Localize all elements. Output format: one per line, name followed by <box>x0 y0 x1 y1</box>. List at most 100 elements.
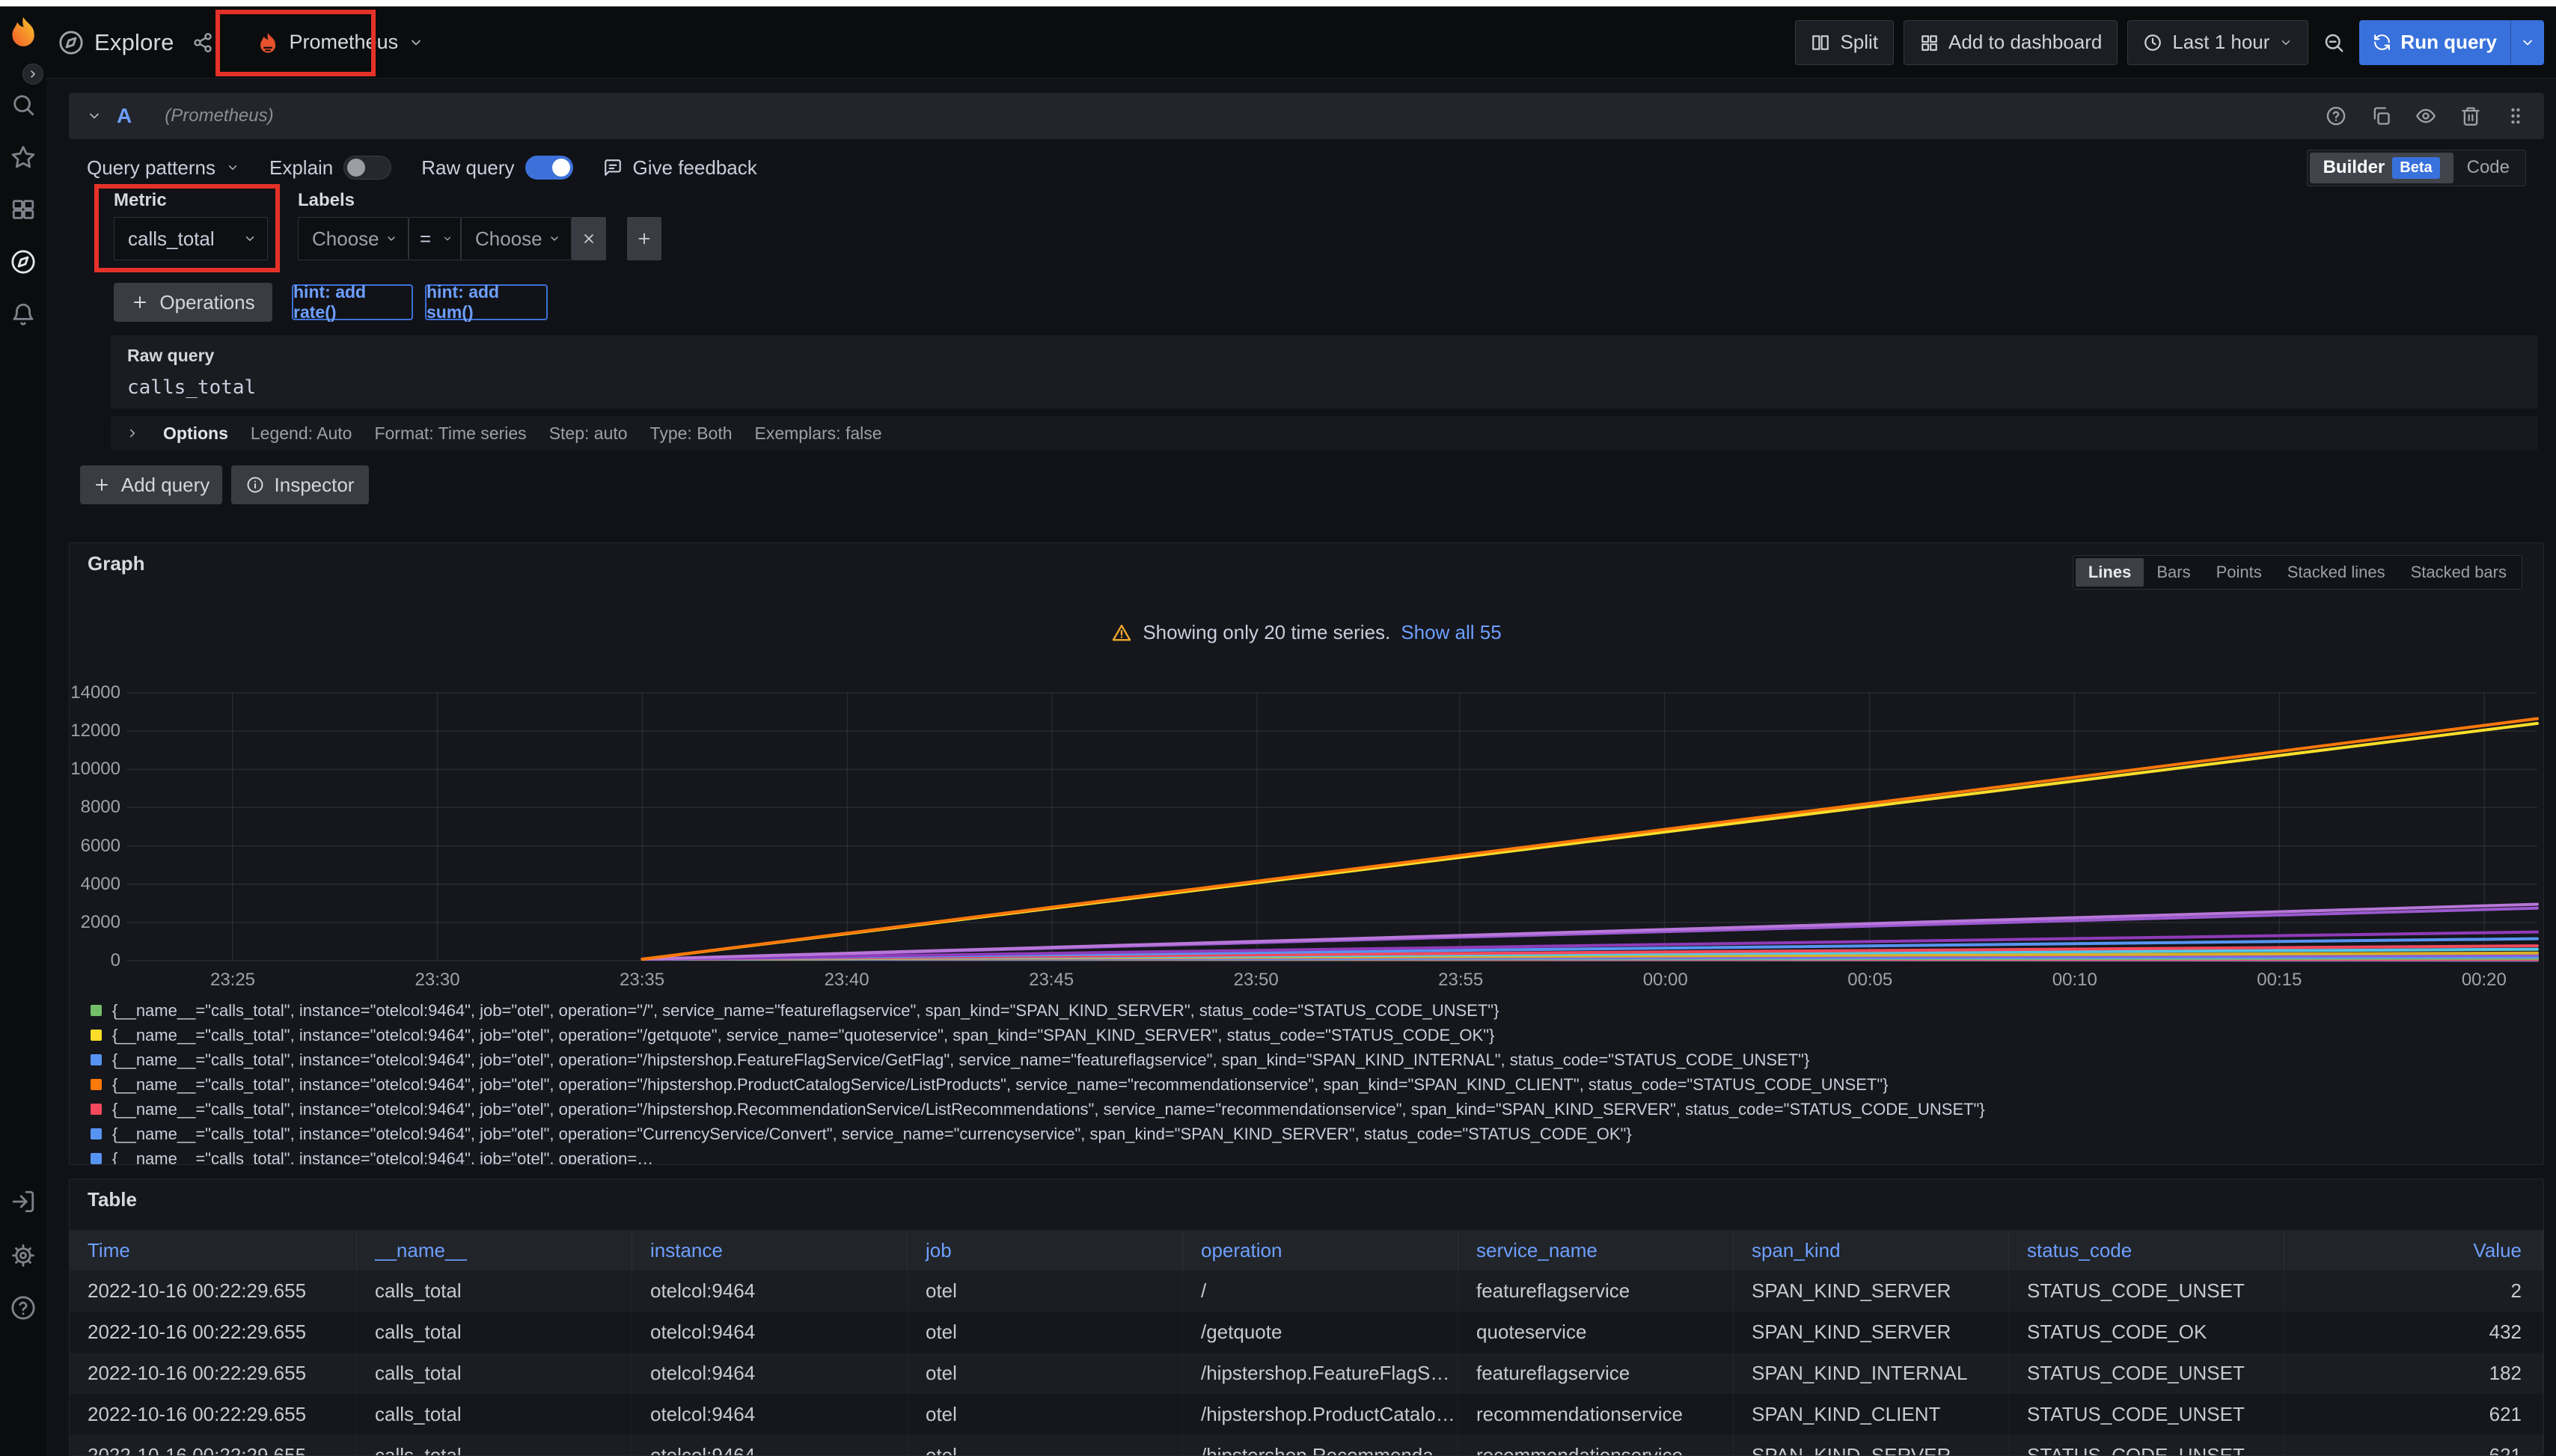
chevron-down-icon <box>409 35 424 50</box>
legend-marker <box>91 1079 102 1090</box>
add-query-button[interactable]: Add query <box>80 465 222 504</box>
operations-button[interactable]: Operations <box>114 283 272 322</box>
table-row: 2022-10-16 00:22:29.655 calls_total otel… <box>70 1270 2543 1312</box>
code-mode-tab[interactable]: Code <box>2453 153 2523 183</box>
label-operator-select[interactable]: = <box>409 217 461 260</box>
inspector-button[interactable]: Inspector <box>231 465 369 504</box>
hint-add-rate-button[interactable]: hint: add rate() <box>292 282 413 322</box>
remove-label-filter-button[interactable] <box>572 217 606 260</box>
sign-in-icon[interactable] <box>10 1189 36 1214</box>
help-circle-icon[interactable] <box>2326 105 2346 126</box>
table-row: 2022-10-16 00:22:29.655 calls_total otel… <box>70 1394 2543 1435</box>
cell-time: 2022-10-16 00:22:29.655 <box>70 1435 357 1455</box>
settings-gear-icon[interactable] <box>10 1243 36 1268</box>
hint-add-sum-button[interactable]: hint: add sum() <box>425 282 548 322</box>
drag-handle-icon[interactable] <box>2505 105 2526 126</box>
collapse-chevron-icon[interactable] <box>87 108 102 123</box>
column-header-name[interactable]: __name__ <box>357 1230 632 1270</box>
run-query-button[interactable]: Run query <box>2359 19 2544 65</box>
column-header-value[interactable]: Value <box>2284 1230 2543 1270</box>
legend-marker <box>91 1005 102 1016</box>
grafana-logo-icon[interactable] <box>7 15 40 48</box>
table-panel-title: Table <box>88 1188 137 1211</box>
legend-item[interactable]: {__name__="calls_total", instance="otelc… <box>91 1097 2525 1122</box>
plus-icon <box>134 296 147 308</box>
copy-icon[interactable] <box>2370 105 2391 126</box>
legend-item[interactable]: {__name__="calls_total", instance="otelc… <box>91 1122 2525 1146</box>
cell-value: 2 <box>2284 1270 2543 1312</box>
dashboards-icon[interactable] <box>10 197 36 222</box>
mode-lines-tab[interactable]: Lines <box>2075 558 2144 587</box>
cell-job: otel <box>908 1435 1183 1455</box>
y-axis-labels: 14000 12000 10000 8000 6000 4000 2000 0 <box>70 682 120 970</box>
table-row: 2022-10-16 00:22:29.655 calls_total otel… <box>70 1312 2543 1353</box>
column-header-status-code[interactable]: status_code <box>2009 1230 2284 1270</box>
split-button[interactable]: Split <box>1795 19 1895 65</box>
time-range-picker[interactable]: Last 1 hour <box>2127 19 2309 65</box>
mode-bars-tab[interactable]: Bars <box>2156 563 2191 581</box>
add-to-dashboard-label: Add to dashboard <box>1948 31 2103 53</box>
query-patterns-dropdown[interactable]: Query patterns <box>87 156 239 180</box>
option-type: Type: Both <box>649 423 733 443</box>
column-header-service-name[interactable]: service_name <box>1458 1230 1734 1270</box>
mode-points-tab[interactable]: Points <box>2216 563 2262 581</box>
metric-select[interactable]: calls_total <box>114 217 268 260</box>
label-value-select[interactable]: Choose <box>461 217 572 260</box>
legend-item[interactable]: {__name__="calls_total", instance="otelc… <box>91 1047 2525 1072</box>
cell-operation: /hipstershop.ProductCatalogService/ListP… <box>1183 1394 1458 1435</box>
chevron-right-icon[interactable] <box>126 426 139 440</box>
chevron-down-icon <box>442 233 453 244</box>
zoom-out-button[interactable] <box>2318 31 2349 54</box>
legend-item[interactable]: {__name__="calls_total", instance="otelc… <box>91 1072 2525 1097</box>
time-series-chart[interactable] <box>126 692 2539 962</box>
plus-icon <box>638 233 650 245</box>
mode-stacked-bars-tab[interactable]: Stacked bars <box>2410 563 2507 581</box>
builder-mode-tab[interactable]: Builder Beta <box>2309 152 2453 183</box>
alerting-bell-icon[interactable] <box>10 302 36 327</box>
column-header-operation[interactable]: operation <box>1183 1230 1458 1270</box>
starred-icon[interactable] <box>10 144 36 170</box>
cell-span-kind: SPAN_KIND_CLIENT <box>1734 1394 2009 1435</box>
explore-compass-icon[interactable] <box>10 249 36 275</box>
legend-label: {__name__="calls_total", instance="otelc… <box>112 1025 1495 1044</box>
trash-icon[interactable] <box>2460 105 2481 126</box>
explore-compass-icon <box>58 30 84 55</box>
query-toolbar: Query patterns Explain Raw query Give fe… <box>69 147 2544 189</box>
legend-item[interactable]: {__name__="calls_total", instance="otelc… <box>91 998 2525 1023</box>
cell-name: calls_total <box>357 1312 632 1353</box>
search-icon[interactable] <box>10 92 36 117</box>
run-query-dropdown[interactable] <box>2511 35 2544 50</box>
inspector-label: Inspector <box>274 473 355 496</box>
cell-status-code: STATUS_CODE_OK <box>2009 1312 2284 1353</box>
cell-status-code: STATUS_CODE_UNSET <box>2009 1270 2284 1312</box>
label-key-select[interactable]: Choose <box>298 217 409 260</box>
legend-item-clipped[interactable]: {__name__="calls_total", instance="otelc… <box>91 1146 2525 1164</box>
column-header-job[interactable]: job <box>908 1230 1183 1270</box>
show-all-series-link[interactable]: Show all 55 <box>1401 621 1502 643</box>
cell-service-name: recommendationservice <box>1458 1394 1734 1435</box>
column-header-span-kind[interactable]: span_kind <box>1734 1230 2009 1270</box>
table-header-row: Time __name__ instance job operation ser… <box>70 1230 2543 1270</box>
cell-span-kind: SPAN_KIND_SERVER <box>1734 1270 2009 1312</box>
datasource-picker[interactable]: Prometheus <box>246 23 435 61</box>
sidebar-expand-button[interactable] <box>22 64 43 85</box>
eye-icon[interactable] <box>2415 105 2436 126</box>
raw-query-toggle[interactable] <box>525 156 573 180</box>
zoom-out-icon <box>2326 34 2343 52</box>
explain-toggle[interactable] <box>343 156 392 180</box>
query-ref-id: A <box>117 104 132 127</box>
add-label-filter-button[interactable] <box>627 217 661 260</box>
column-header-instance[interactable]: instance <box>632 1230 908 1270</box>
help-icon[interactable] <box>10 1295 36 1321</box>
column-header-time[interactable]: Time <box>70 1230 357 1270</box>
cell-instance: otelcol:9464 <box>632 1394 908 1435</box>
give-feedback-link[interactable]: Give feedback <box>603 156 757 180</box>
legend-marker <box>91 1030 102 1041</box>
share-icon[interactable] <box>192 32 213 53</box>
cell-time: 2022-10-16 00:22:29.655 <box>70 1394 357 1435</box>
add-to-dashboard-button[interactable]: Add to dashboard <box>1904 19 2118 65</box>
legend-item[interactable]: {__name__="calls_total", instance="otelc… <box>91 1023 2525 1047</box>
mode-stacked-lines-tab[interactable]: Stacked lines <box>2287 563 2385 581</box>
options-label[interactable]: Options <box>163 423 228 443</box>
chevron-down-icon <box>2279 36 2293 49</box>
